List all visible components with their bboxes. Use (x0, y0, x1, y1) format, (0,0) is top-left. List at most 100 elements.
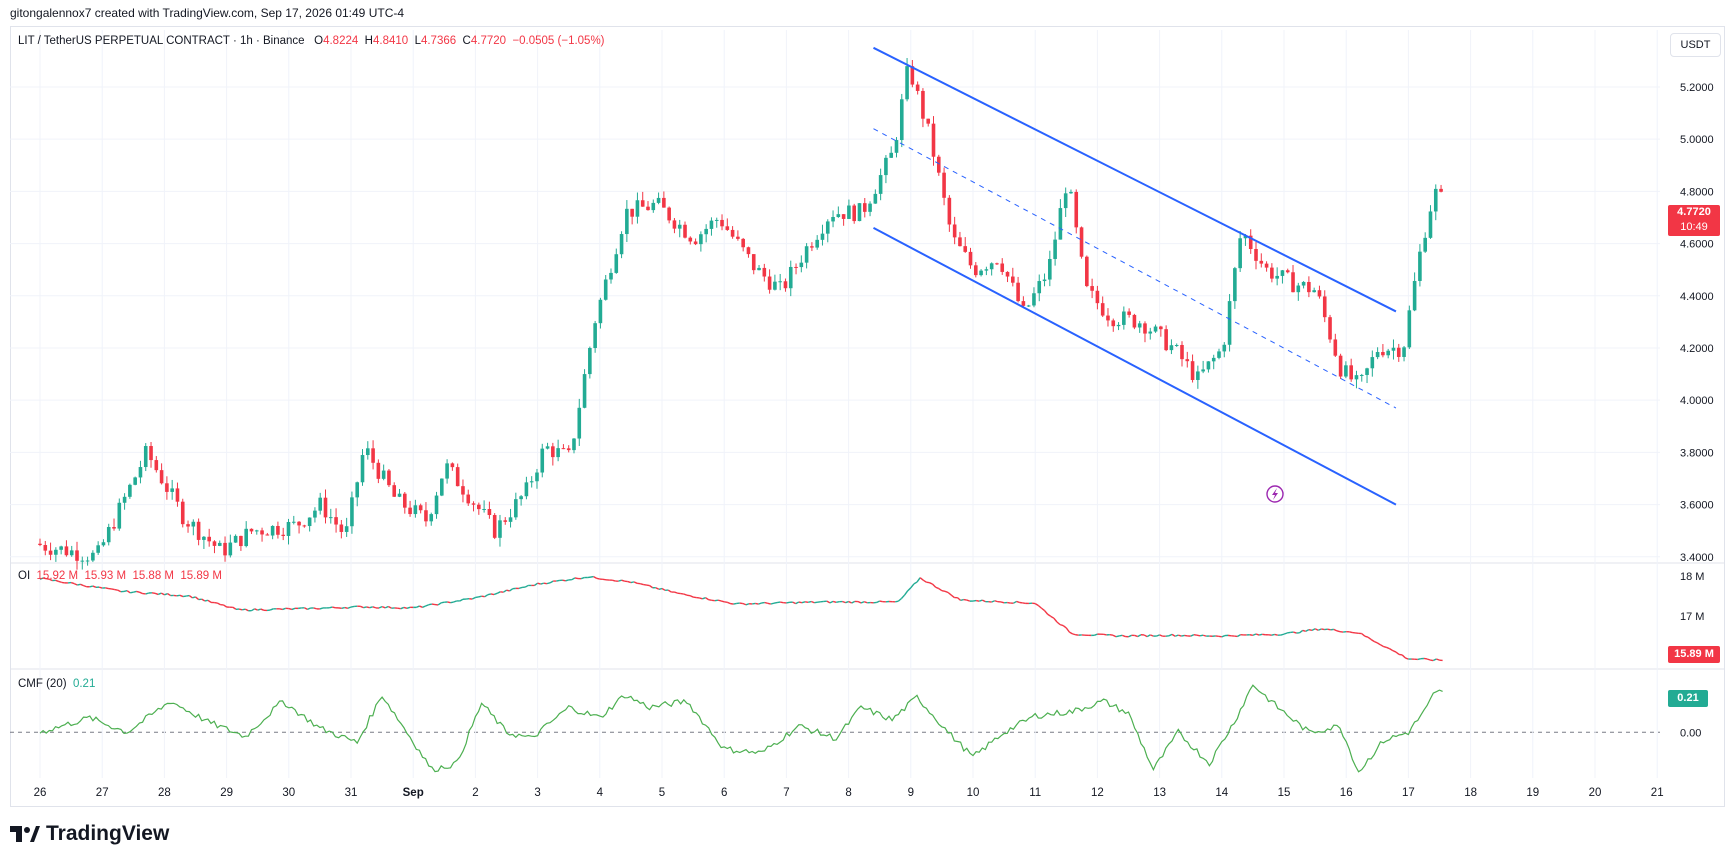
oi-segment (674, 591, 678, 594)
candle-body (344, 526, 349, 532)
candle-body (106, 527, 111, 543)
candle-body (651, 202, 656, 211)
oi-segment (366, 606, 370, 609)
oi-segment (534, 582, 539, 587)
candle-body (751, 254, 756, 271)
candle-body (1079, 227, 1084, 257)
oi-segment (863, 601, 868, 604)
candle-body (1428, 211, 1433, 238)
candle-body (376, 462, 381, 479)
candle-body (746, 247, 751, 255)
candle-body (519, 496, 523, 500)
candle-body (1106, 315, 1110, 321)
oi-segment (612, 579, 616, 582)
candle-body (810, 246, 814, 248)
oi-segment (347, 606, 352, 609)
candle-body (730, 229, 735, 237)
candle-body (387, 470, 391, 486)
oi-segment (829, 600, 834, 604)
candle-body (672, 220, 677, 229)
oi-segment (720, 600, 725, 603)
oi-segment (1417, 658, 1421, 661)
candle-body (1396, 347, 1401, 357)
candle-body (165, 483, 169, 492)
candle-body (54, 549, 58, 555)
oi-segment (758, 602, 762, 605)
oi-segment (179, 594, 184, 598)
tradingview-logo[interactable]: TradingView (10, 822, 169, 846)
oi-segment (160, 592, 165, 596)
time-axis-label: 28 (158, 787, 171, 799)
oi-segment (773, 601, 778, 604)
candle-body (117, 502, 122, 529)
oi-segment (506, 589, 510, 592)
candle-body (217, 542, 222, 546)
grid-layer (10, 30, 1725, 778)
candle-body (397, 493, 402, 497)
oi-segment (574, 577, 579, 580)
candle-body (942, 172, 946, 198)
candle-body (1248, 235, 1253, 250)
oi-segment (593, 575, 598, 579)
candle-body (947, 197, 952, 225)
oi-segment (860, 601, 865, 604)
candle-body (191, 521, 196, 527)
oi-segment (1255, 633, 1260, 636)
price-axis-label: 3.8000 (1680, 447, 1714, 459)
candle-body (1259, 260, 1264, 264)
time-axis-label: 12 (1091, 787, 1104, 799)
oi-segment (1430, 659, 1434, 662)
oi-segment (966, 599, 971, 602)
symbol-title[interactable]: LIT / TetherUS PERPETUAL CONTRACT · 1h ·… (18, 35, 305, 47)
time-axis-label: 19 (1526, 787, 1539, 799)
candle-body (963, 246, 968, 252)
oi-segment (994, 600, 999, 603)
chart-frame[interactable] (10, 26, 1725, 807)
candle-body (1217, 351, 1221, 358)
oi-segment (621, 579, 625, 582)
oi-segment (1199, 634, 1204, 637)
cmf-legend[interactable]: CMF (20) 0.21 (18, 678, 95, 690)
cmf-pane (39, 684, 1443, 773)
oi-axis-label: 18 M (1680, 571, 1704, 583)
oi-segment (123, 589, 128, 593)
oi-segment (518, 586, 523, 590)
candle-body (286, 521, 291, 536)
oi-segment (1050, 615, 1055, 619)
candle-body (514, 499, 518, 518)
oi-segment (313, 607, 317, 610)
price-axis-label: 5.0000 (1680, 134, 1714, 146)
candle-body (603, 279, 608, 300)
oi-segment (188, 595, 193, 599)
oi-segment (1314, 628, 1319, 631)
oi-segment (1327, 628, 1331, 631)
currency-button[interactable]: USDT (1670, 33, 1721, 57)
oi-segment (1249, 634, 1254, 636)
oi-segment (667, 589, 672, 593)
oi-segment (1299, 629, 1304, 634)
candle-body (979, 270, 983, 276)
oi-segment (767, 602, 772, 605)
last-price-badge: 4.7720 10:49 (1668, 205, 1720, 236)
axis-layer: 5.2000 5.0000 4.8000 4.6000 4.4000 4.2000 4.00… (34, 82, 1714, 799)
candle-body (1222, 344, 1227, 352)
oi-segment (1333, 628, 1338, 632)
candle-body (857, 203, 862, 222)
candle-body (910, 66, 915, 85)
candle-body (1307, 281, 1311, 293)
oi-segment (733, 602, 737, 605)
symbol-legend[interactable]: LIT / TetherUS PERPETUAL CONTRACT · 1h ·… (18, 35, 605, 47)
candle-body (878, 175, 883, 194)
oi-segment (459, 598, 464, 602)
oi-segment (204, 599, 209, 602)
time-axis-label: 27 (96, 787, 109, 799)
oi-segment (910, 583, 915, 589)
oi-segment (836, 601, 840, 603)
oi-segment (157, 592, 162, 596)
oi-segment (89, 585, 94, 588)
oi-legend[interactable]: OI 15.92 M 15.93 M 15.88 M 15.89 M (18, 570, 222, 582)
time-axis-label: 26 (34, 787, 47, 799)
candle-body (202, 536, 206, 540)
candle-body (1359, 374, 1364, 376)
